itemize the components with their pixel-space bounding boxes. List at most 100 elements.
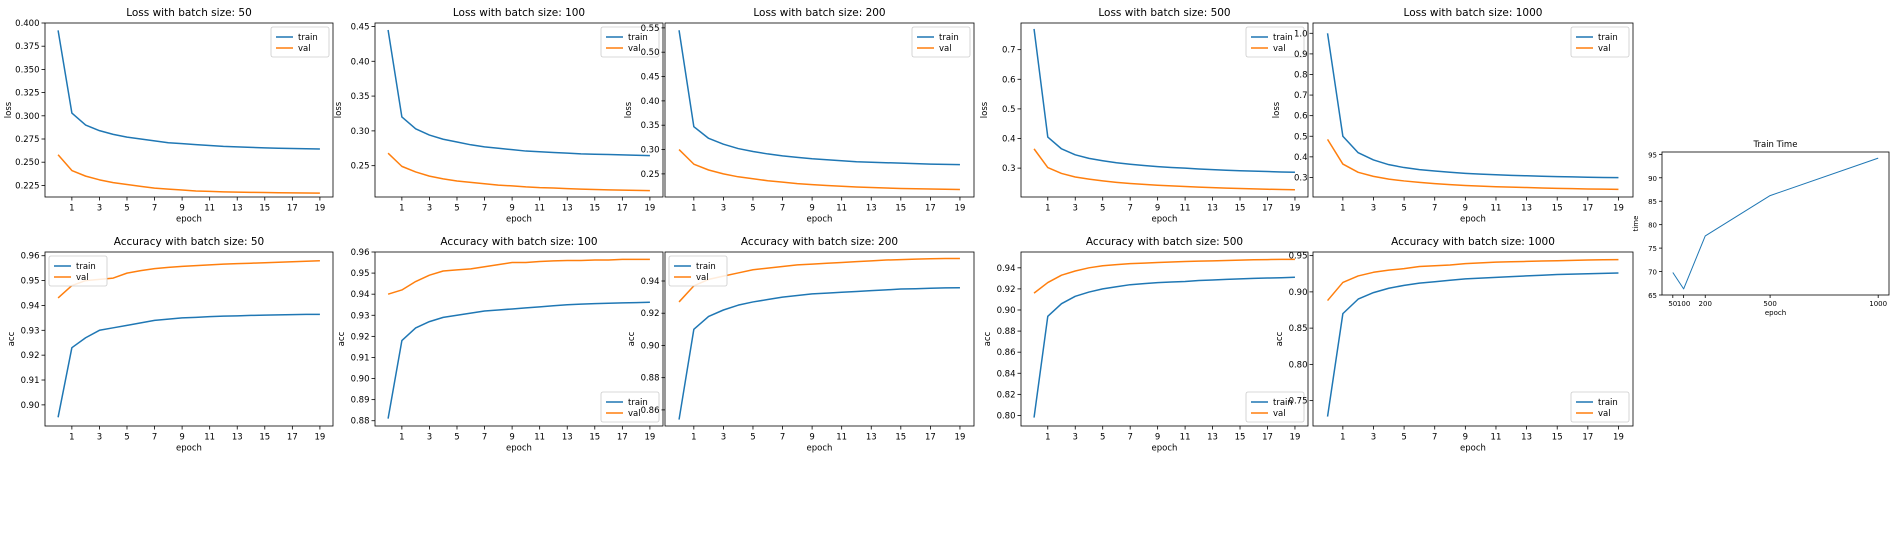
- y-tick-label: 0.4: [1294, 153, 1308, 163]
- legend-label-train: train: [298, 33, 318, 43]
- series-line-val: [57, 154, 320, 194]
- x-tick-label: 19: [314, 204, 325, 214]
- y-tick-label: 0.94: [351, 290, 370, 300]
- x-tick-label: 17: [1582, 204, 1593, 214]
- chart-title: Accuracy with batch size: 100: [440, 236, 597, 248]
- x-tick-label: 3: [721, 433, 726, 443]
- x-tick-label: 11: [534, 204, 545, 214]
- legend-label-train: train: [1598, 398, 1618, 408]
- y-tick-label: 90: [1648, 175, 1657, 183]
- x-tick-label: 15: [1235, 204, 1246, 214]
- legend-box: [1245, 391, 1305, 423]
- y-tick-label: 95: [1648, 151, 1657, 159]
- y-tick-label: 70: [1648, 269, 1657, 277]
- chart-acc200: 1 3 5 7 9 11 13 15 17 190.860.880.900.920.94Accur…: [627, 236, 975, 454]
- y-tick-label: 0.225: [15, 181, 39, 191]
- x-tick-label: 17: [287, 433, 298, 443]
- x-axis-label: epoch: [506, 444, 532, 454]
- y-tick-label: 0.45: [351, 22, 370, 32]
- x-tick-label: 100: [1677, 300, 1690, 308]
- y-tick-label: 0.96: [21, 252, 40, 262]
- x-tick-label: 1: [69, 204, 74, 214]
- x-tick-label: 1: [691, 204, 696, 214]
- legend-label-val: val: [628, 409, 641, 419]
- x-axis-label: epoch: [807, 215, 833, 225]
- x-tick-label: 50: [1668, 300, 1677, 308]
- x-tick-label: 15: [259, 433, 270, 443]
- legend-box: [270, 26, 330, 58]
- y-tick-label: 0.92: [21, 351, 40, 361]
- x-axis-label: epoch: [807, 444, 833, 454]
- y-tick-label: 0.90: [1289, 288, 1308, 298]
- y-axis-label: loss: [624, 101, 634, 118]
- legend-label-val: val: [696, 273, 709, 283]
- x-tick-label: 15: [259, 204, 270, 214]
- x-axis-label: epoch: [1152, 444, 1178, 454]
- x-tick-label: 9: [1463, 204, 1468, 214]
- y-tick-label: 0.92: [641, 309, 660, 319]
- x-tick-label: 7: [1127, 204, 1132, 214]
- y-tick-label: 0.9: [1294, 50, 1308, 60]
- x-axis-label: epoch: [506, 215, 532, 225]
- y-tick-label: 0.80: [1289, 360, 1308, 370]
- x-tick-label: 7: [1432, 204, 1437, 214]
- y-tick-label: 0.88: [351, 417, 370, 427]
- x-axis-label: epoch: [176, 215, 202, 225]
- legend-label-val: val: [1598, 44, 1611, 54]
- x-tick-label: 15: [1235, 433, 1246, 443]
- chart-title: Loss with batch size: 50: [126, 7, 252, 19]
- legend-box: [668, 255, 728, 287]
- x-tick-label: 15: [1552, 204, 1563, 214]
- y-tick-label: 0.7: [1002, 46, 1016, 56]
- x-tick-label: 5: [1100, 204, 1105, 214]
- x-tick-label: 13: [1207, 433, 1218, 443]
- legend-label-val: val: [1598, 409, 1611, 419]
- series-line-val: [387, 152, 650, 192]
- x-tick-label: 13: [562, 433, 573, 443]
- x-tick-label: 1: [1045, 433, 1050, 443]
- legend-box: [1570, 391, 1630, 423]
- series-line-train: [1033, 276, 1295, 418]
- series-line-val: [1033, 258, 1295, 294]
- series-line-train: [1326, 33, 1619, 179]
- x-tick-label: 17: [1582, 433, 1593, 443]
- y-tick-label: 1.0: [1294, 29, 1308, 39]
- y-tick-label: 0.88: [997, 327, 1016, 337]
- y-tick-label: 0.88: [641, 374, 660, 384]
- y-tick-label: 0.96: [351, 248, 370, 258]
- x-tick-label: 19: [1613, 433, 1624, 443]
- y-tick-label: 0.89: [351, 396, 370, 406]
- series-line-val: [1033, 148, 1295, 191]
- x-tick-label: 11: [204, 204, 215, 214]
- x-tick-label: 1: [1340, 433, 1345, 443]
- x-tick-label: 15: [1552, 433, 1563, 443]
- x-tick-label: 5: [1401, 433, 1406, 443]
- x-tick-label: 13: [562, 204, 573, 214]
- series-line-train: [387, 301, 650, 419]
- y-tick-label: 0.95: [21, 277, 40, 287]
- x-tick-label: 17: [287, 204, 298, 214]
- y-tick-label: 0.94: [21, 301, 40, 311]
- y-tick-label: 0.93: [21, 326, 40, 336]
- chart-title: Accuracy with batch size: 50: [114, 236, 264, 248]
- x-tick-label: 11: [836, 204, 847, 214]
- x-tick-label: 17: [925, 433, 936, 443]
- y-tick-label: 65: [1648, 292, 1657, 300]
- series-line-train: [1033, 28, 1295, 174]
- chart-loss100: 1 3 5 7 9 11 13 15 17 190.250.300.350.400.45Loss …: [334, 7, 664, 225]
- plot-frame: [1312, 22, 1634, 198]
- x-tick-label: 13: [1521, 433, 1532, 443]
- x-tick-label: 11: [1180, 433, 1191, 443]
- y-tick-label: 0.300: [15, 112, 39, 122]
- x-tick-label: 13: [1207, 204, 1218, 214]
- y-tick-label: 0.90: [21, 401, 40, 411]
- x-tick-label: 1: [691, 433, 696, 443]
